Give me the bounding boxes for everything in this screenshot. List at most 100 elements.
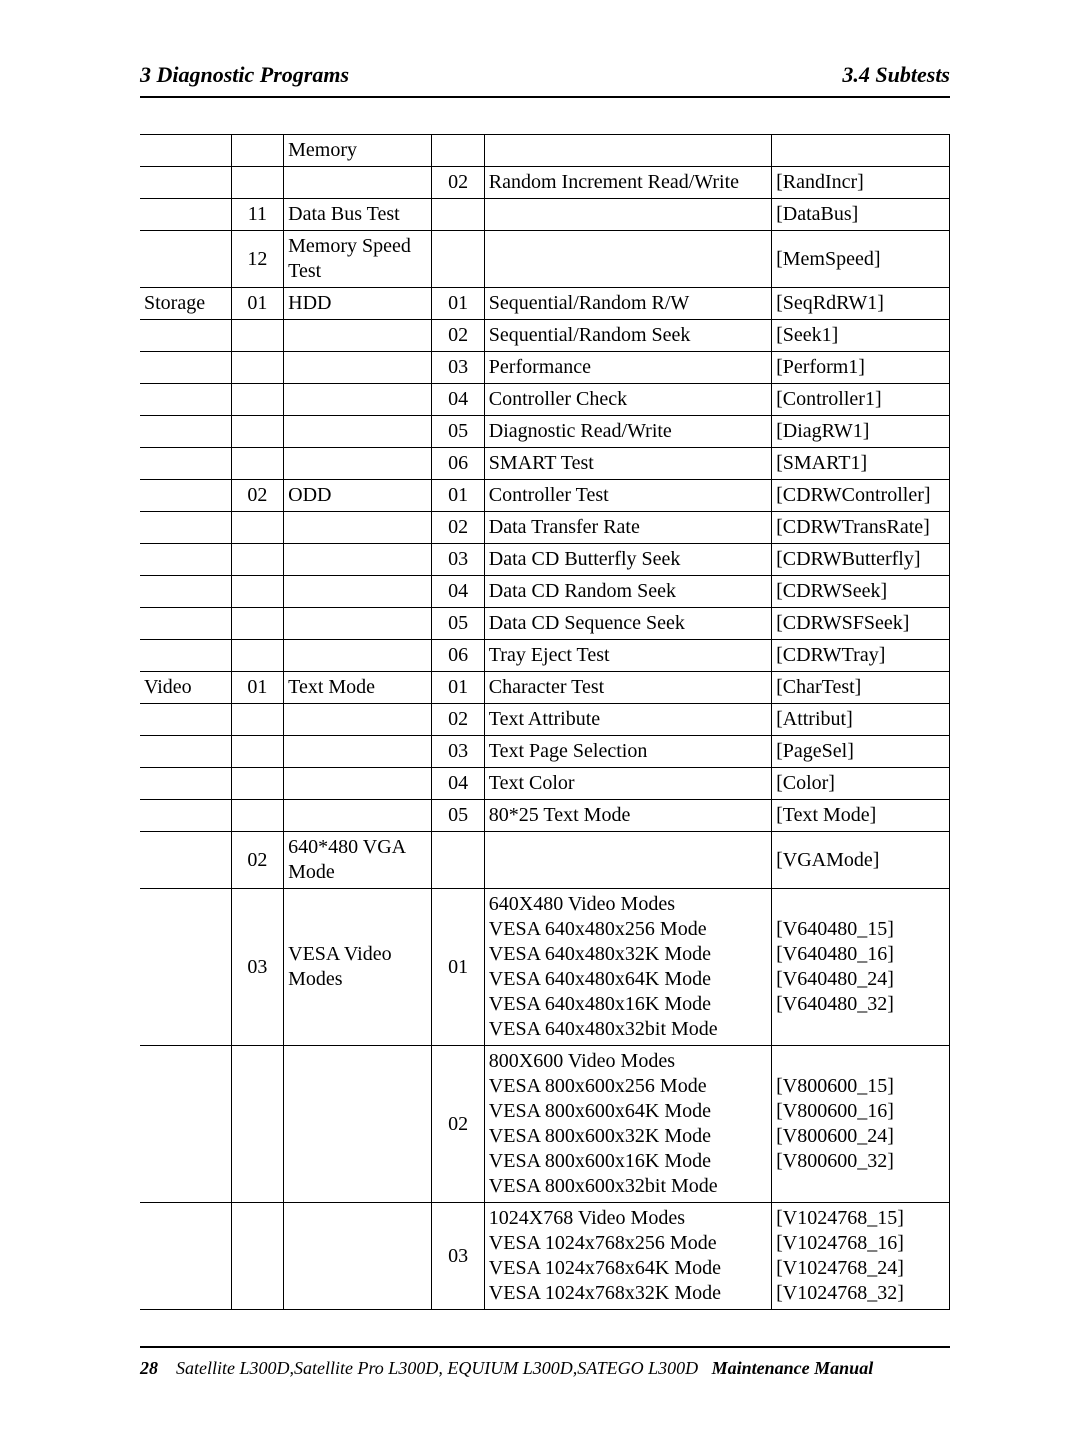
table-row: Memory xyxy=(140,135,950,167)
table-cell xyxy=(140,448,231,480)
table-cell: Text Attribute xyxy=(484,704,771,736)
table-cell: 640X480 Video Modes VESA 640x480x256 Mod… xyxy=(484,889,771,1046)
table-cell xyxy=(284,576,432,608)
table-cell xyxy=(284,800,432,832)
table-cell xyxy=(484,199,771,231)
table-cell: SMART Test xyxy=(484,448,771,480)
table-cell xyxy=(231,448,283,480)
subtests-table: Memory02Random Increment Read/Write[Rand… xyxy=(140,134,950,1310)
table-row: 12Memory Speed Test[MemSpeed] xyxy=(140,231,950,288)
table-row: 03Performance[Perform1] xyxy=(140,352,950,384)
table-row: 04Controller Check[Controller1] xyxy=(140,384,950,416)
table-cell xyxy=(231,608,283,640)
table-cell: 11 xyxy=(231,199,283,231)
table-row: 06SMART Test[SMART1] xyxy=(140,448,950,480)
table-row: 06Tray Eject Test[CDRWTray] xyxy=(140,640,950,672)
table-cell xyxy=(284,736,432,768)
table-cell: [CDRWTransRate] xyxy=(772,512,950,544)
table-cell: [DataBus] xyxy=(772,199,950,231)
table-cell xyxy=(231,576,283,608)
table-cell: 01 xyxy=(231,288,283,320)
table-row: 02Random Increment Read/Write[RandIncr] xyxy=(140,167,950,199)
table-cell xyxy=(140,512,231,544)
table-cell: Memory xyxy=(284,135,432,167)
table-cell: Data CD Butterfly Seek xyxy=(484,544,771,576)
table-cell: 03 xyxy=(432,736,484,768)
table-cell: 640*480 VGA Mode xyxy=(284,832,432,889)
table-cell: 03 xyxy=(432,544,484,576)
table-cell: 05 xyxy=(432,608,484,640)
table-row: 02Data Transfer Rate[CDRWTransRate] xyxy=(140,512,950,544)
page-header: 3 Diagnostic Programs 3.4 Subtests xyxy=(140,62,950,88)
table-cell xyxy=(140,768,231,800)
table-cell xyxy=(231,512,283,544)
table-cell: [SMART1] xyxy=(772,448,950,480)
table-cell: [V1024768_15] [V1024768_16] [V1024768_24… xyxy=(772,1203,950,1310)
header-right: 3.4 Subtests xyxy=(842,62,950,88)
table-cell: 02 xyxy=(432,512,484,544)
table-cell xyxy=(140,889,231,1046)
table-cell xyxy=(484,135,771,167)
table-cell xyxy=(284,1046,432,1203)
table-cell: Random Increment Read/Write xyxy=(484,167,771,199)
table-row: 11Data Bus Test [DataBus] xyxy=(140,199,950,231)
table-cell xyxy=(772,135,950,167)
footer-models: Satellite L300D,Satellite Pro L300D, EQU… xyxy=(176,1358,698,1378)
table-cell xyxy=(231,544,283,576)
table-row: 03Text Page Selection[PageSel] xyxy=(140,736,950,768)
table-row: 05Data CD Sequence Seek[CDRWSFSeek] xyxy=(140,608,950,640)
table-cell xyxy=(284,384,432,416)
table-cell xyxy=(140,167,231,199)
table-cell: 01 xyxy=(432,889,484,1046)
table-cell: 06 xyxy=(432,448,484,480)
table-cell xyxy=(140,199,231,231)
table-cell xyxy=(140,416,231,448)
table-cell xyxy=(231,704,283,736)
table-cell: Video xyxy=(140,672,231,704)
table-cell xyxy=(231,736,283,768)
table-cell: 06 xyxy=(432,640,484,672)
footer-suffix: Maintenance Manual xyxy=(712,1358,874,1378)
table-cell xyxy=(432,832,484,889)
header-left: 3 Diagnostic Programs xyxy=(140,62,349,88)
table-cell: 800X600 Video Modes VESA 800x600x256 Mod… xyxy=(484,1046,771,1203)
table-cell: [CharTest] xyxy=(772,672,950,704)
table-cell xyxy=(140,608,231,640)
header-rule xyxy=(140,96,950,98)
table-cell: Controller Check xyxy=(484,384,771,416)
table-cell xyxy=(231,135,283,167)
table-cell: [CDRWTray] xyxy=(772,640,950,672)
table-cell xyxy=(284,544,432,576)
table-cell: [Attribut] xyxy=(772,704,950,736)
table-cell: Text Page Selection xyxy=(484,736,771,768)
table-cell: 01 xyxy=(432,672,484,704)
table-cell xyxy=(231,800,283,832)
table-row: Storage01HDD01Sequential/Random R/W[SeqR… xyxy=(140,288,950,320)
table-cell xyxy=(231,167,283,199)
table-cell: [Seek1] xyxy=(772,320,950,352)
table-cell xyxy=(432,135,484,167)
table-cell: [SeqRdRW1] xyxy=(772,288,950,320)
table-cell: [Text Mode] xyxy=(772,800,950,832)
table-cell: 04 xyxy=(432,576,484,608)
table-cell: Diagnostic Read/Write xyxy=(484,416,771,448)
table-cell: Sequential/Random Seek xyxy=(484,320,771,352)
table-cell xyxy=(140,320,231,352)
page: 3 Diagnostic Programs 3.4 Subtests Memor… xyxy=(0,0,1080,1429)
table-cell xyxy=(231,1203,283,1310)
table-cell: 02 xyxy=(432,704,484,736)
table-cell xyxy=(284,352,432,384)
table-cell: 12 xyxy=(231,231,283,288)
table-cell: 05 xyxy=(432,416,484,448)
table-cell: 02 xyxy=(231,480,283,512)
table-cell xyxy=(231,320,283,352)
table-cell: Character Test xyxy=(484,672,771,704)
table-cell: [CDRWButterfly] xyxy=(772,544,950,576)
table-cell xyxy=(140,800,231,832)
table-cell: [V800600_15] [V800600_16] [V800600_24] [… xyxy=(772,1046,950,1203)
table-row: 03Data CD Butterfly Seek[CDRWButterfly] xyxy=(140,544,950,576)
table-cell xyxy=(140,1046,231,1203)
table-body: Memory02Random Increment Read/Write[Rand… xyxy=(140,135,950,1310)
table-cell: Data Bus Test xyxy=(284,199,432,231)
table-cell xyxy=(284,1203,432,1310)
